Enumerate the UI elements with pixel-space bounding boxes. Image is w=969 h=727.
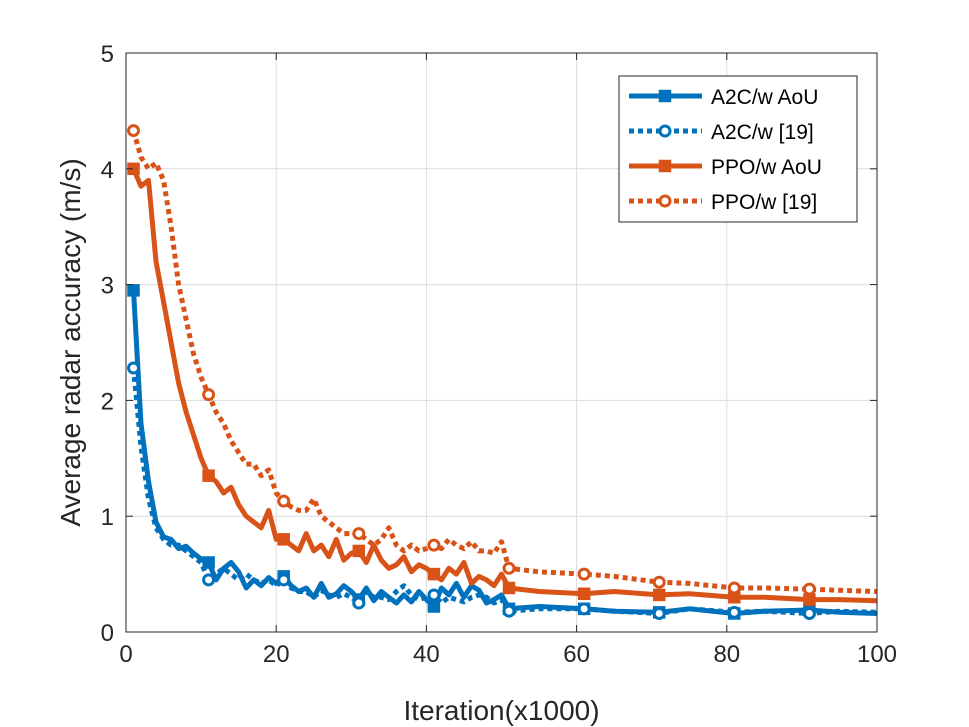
data-point-marker [202,556,215,569]
x-tick-label: 100 [857,641,897,668]
data-point-marker [803,593,816,606]
plot-frame [125,52,878,633]
data-point-marker [202,573,216,587]
data-point-marker [502,561,516,575]
data-point-marker [202,388,216,402]
legend-marker [658,89,672,103]
data-point-marker [727,605,741,619]
data-point-marker [127,361,141,375]
data-point-marker [127,124,141,138]
data-point-marker [277,573,291,587]
legend-item[interactable]: A2C/w [19] [629,121,814,144]
x-tick-label: 40 [413,641,440,668]
data-point-marker [427,588,441,602]
y-tick-label: 1 [101,504,114,531]
data-point-marker [502,581,516,595]
data-point-marker [502,604,516,618]
legend-item[interactable]: PPO/w [19] [629,191,817,214]
legend-item[interactable]: A2C/w AoU [629,86,818,109]
data-point-marker [352,596,366,610]
legend-marker [658,124,672,138]
data-point-marker [652,606,666,620]
data-point-marker [577,567,591,581]
series-layer [127,124,878,620]
x-tick-label: 0 [119,641,132,668]
x-axis-label: Iteration(x1000) [403,695,599,726]
y-tick-label: 4 [101,157,114,184]
data-point-marker [577,587,591,601]
x-tick-label: 60 [563,641,590,668]
y-axis-label: Average radar accuracy (m/s) [55,158,86,526]
axis-ticks: 0 20 40 60 80 100 0 1 2 3 4 5 [101,41,897,668]
data-point-marker [352,527,366,541]
data-point-marker [127,284,140,297]
data-point-marker [652,575,666,589]
legend-marker [658,159,672,173]
data-point-marker [277,533,290,546]
legend-label: A2C/w AoU [711,86,818,109]
legend-item[interactable]: PPO/w AoU [629,156,822,179]
data-point-marker [652,588,666,602]
x-tick-label: 20 [263,641,290,668]
legend-label: A2C/w [19] [711,121,814,144]
y-tick-label: 0 [101,620,114,647]
data-point-marker [202,469,215,482]
data-point-marker [802,582,816,596]
y-tick-label: 3 [101,273,114,300]
data-point-marker [352,544,366,558]
legend-marker [658,194,672,208]
x-tick-label: 80 [713,641,740,668]
data-point-marker [427,538,441,552]
legend-box [618,75,858,223]
legend-label: PPO/w AoU [711,156,822,179]
data-point-marker [427,567,441,581]
series-3 [127,124,878,596]
legend[interactable]: A2C/w AoU A2C/w [19] PPO/w AoU PPO/w [19] [618,75,858,223]
data-point-marker [802,606,816,620]
y-tick-label: 2 [101,388,114,415]
series-2 [127,162,878,606]
data-point-marker [727,581,741,595]
data-point-marker [277,494,291,508]
data-point-marker [577,602,591,616]
series-1 [127,361,878,620]
legend-label: PPO/w [19] [711,191,817,214]
y-tick-label: 5 [101,41,114,68]
